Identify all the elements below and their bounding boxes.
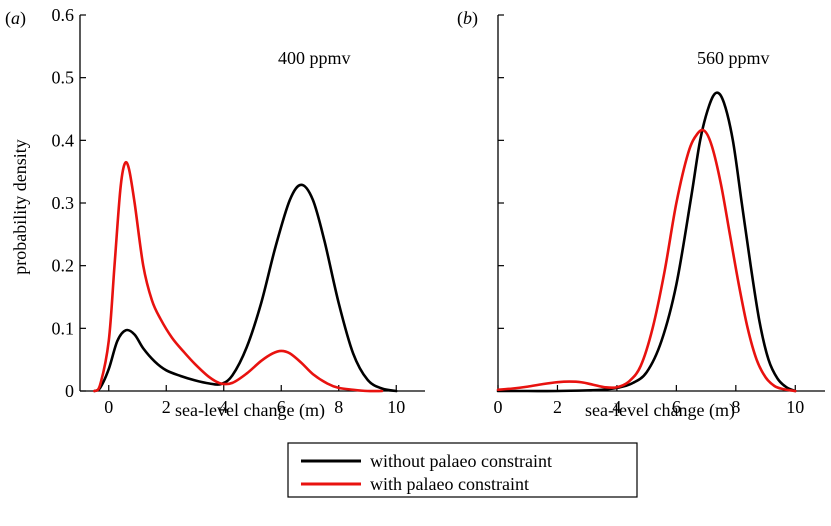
panel-b-x-tick-label: 10: [786, 397, 804, 417]
panel-a-x-tick-label: 8: [334, 397, 343, 417]
panel-a-x-axis-title: sea-level change (m): [175, 400, 325, 421]
panel-a-series-without-line: [93, 183, 398, 393]
panel-b-x-tick-label: 0: [494, 397, 503, 417]
panel-a-x-tick-label: 10: [387, 397, 405, 417]
panel-a-y-tick-label: 0.5: [52, 68, 75, 88]
legend: without palaeo constraint with palaeo co…: [287, 442, 638, 498]
panel-a-x-tick-label: 2: [162, 397, 171, 417]
panel-a: (a) 400 ppmv sea-level change (m) probab…: [5, 5, 425, 421]
panel-a-label: (a): [5, 8, 26, 29]
panel-b-x-tick-label: 8: [731, 397, 740, 417]
panel-b-x-tick-label: 4: [612, 397, 621, 417]
panel-a-y-axis-title: probability density: [10, 139, 30, 274]
panel-b-annotation: 560 ppmv: [697, 48, 770, 68]
panel-b: (b) 560 ppmv sea-level change (m) 0 2 4 6 8 1…: [457, 8, 825, 421]
panel-a-y-tick-label: 0.4: [52, 130, 75, 150]
panel-b-x-axis-title: sea-level change (m): [585, 400, 735, 421]
panel-a-x-tick-label: 6: [277, 397, 286, 417]
legend-label-with: with palaeo constraint: [370, 474, 529, 494]
panel-a-y-tick-label: 0.2: [52, 256, 75, 276]
legend-box: [287, 442, 638, 498]
panel-b-x-tick-label: 2: [553, 397, 562, 417]
panel-b-series-without-line: [496, 91, 797, 393]
panel-a-annotation: 400 ppmv: [278, 48, 351, 68]
panel-a-x-tick-label: 0: [104, 397, 113, 417]
panel-b-label: (b): [457, 8, 478, 29]
panel-a-y-tick-label: 0: [65, 381, 74, 401]
panel-a-x-tick-label: 4: [219, 397, 228, 417]
panel-a-y-tick-label: 0.3: [52, 193, 75, 213]
panel-b-x-tick-label: 6: [672, 397, 681, 417]
panel-a-y-tick-label: 0.6: [52, 5, 75, 25]
panel-b-series-with-line: [496, 128, 797, 393]
legend-label-without: without palaeo constraint: [370, 451, 552, 471]
panel-a-y-tick-label: 0.1: [52, 318, 75, 338]
panel-a-series-with-line: [93, 160, 384, 393]
